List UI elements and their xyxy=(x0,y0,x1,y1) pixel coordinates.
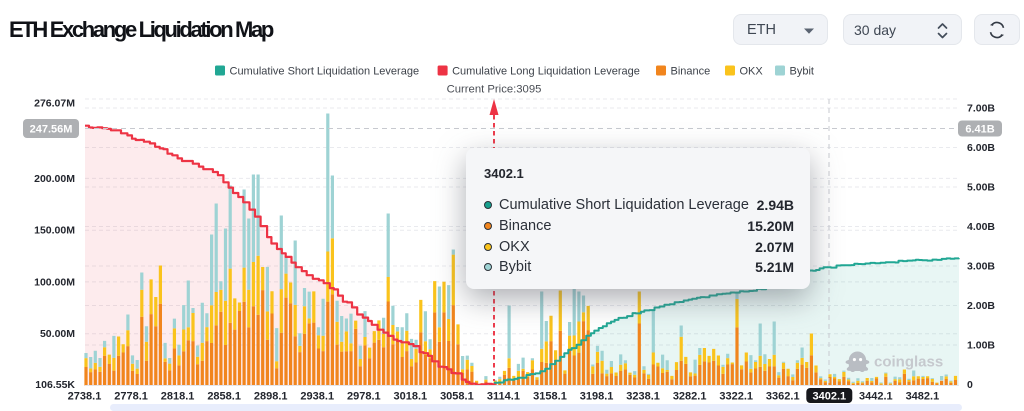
svg-text:2898.1: 2898.1 xyxy=(254,391,288,403)
svg-text:247.56M: 247.56M xyxy=(30,123,73,135)
svg-text:1.00B: 1.00B xyxy=(967,340,995,352)
svg-text:3282.1: 3282.1 xyxy=(673,391,707,403)
svg-text:3114.1: 3114.1 xyxy=(487,391,520,403)
svg-text:3322.1: 3322.1 xyxy=(719,391,753,403)
svg-text:Cumulative Long Liquidation Le: Cumulative Long Liquidation Leverage xyxy=(452,66,640,78)
svg-text:3362.1: 3362.1 xyxy=(766,391,800,403)
svg-text:2818.1: 2818.1 xyxy=(161,391,195,403)
svg-text:4.00B: 4.00B xyxy=(967,221,995,233)
svg-text:200.00M: 200.00M xyxy=(34,173,75,185)
svg-text:Cumulative Short Liquidation L: Cumulative Short Liquidation Leverage xyxy=(230,66,420,78)
svg-text:0: 0 xyxy=(967,379,973,391)
svg-text:2738.1: 2738.1 xyxy=(68,391,102,403)
svg-text:3198.1: 3198.1 xyxy=(580,391,614,403)
svg-text:100.00M: 100.00M xyxy=(34,276,75,288)
svg-text:7.00B: 7.00B xyxy=(967,103,995,115)
svg-text:2778.1: 2778.1 xyxy=(114,391,148,403)
svg-text:3058.1: 3058.1 xyxy=(440,391,474,403)
svg-text:coinglass: coinglass xyxy=(874,354,943,371)
svg-text:6.00B: 6.00B xyxy=(967,142,995,154)
svg-text:3158.1: 3158.1 xyxy=(533,391,567,403)
svg-text:3018.1: 3018.1 xyxy=(394,391,428,403)
svg-text:3482.1: 3482.1 xyxy=(906,391,940,403)
svg-text:2938.1: 2938.1 xyxy=(300,391,334,403)
svg-text:3.00B: 3.00B xyxy=(967,261,995,273)
svg-text:5.00B: 5.00B xyxy=(967,182,995,194)
svg-text:276.07M: 276.07M xyxy=(34,98,75,110)
svg-text:50.00M: 50.00M xyxy=(40,328,75,340)
svg-text:2978.1: 2978.1 xyxy=(347,391,381,403)
svg-text:150.00M: 150.00M xyxy=(34,225,75,237)
svg-text:Bybit: Bybit xyxy=(790,66,814,78)
svg-text:2858.1: 2858.1 xyxy=(207,391,241,403)
svg-text:2.00B: 2.00B xyxy=(967,300,995,312)
svg-text:Current Price:3095: Current Price:3095 xyxy=(447,84,542,96)
svg-text:3238.1: 3238.1 xyxy=(626,391,660,403)
svg-text:3442.1: 3442.1 xyxy=(859,391,893,403)
svg-text:Binance: Binance xyxy=(671,66,711,78)
svg-text:6.41B: 6.41B xyxy=(965,123,994,135)
svg-text:106.55K: 106.55K xyxy=(35,379,75,391)
svg-text:3402.1: 3402.1 xyxy=(812,391,846,403)
svg-text:OKX: OKX xyxy=(740,66,764,78)
